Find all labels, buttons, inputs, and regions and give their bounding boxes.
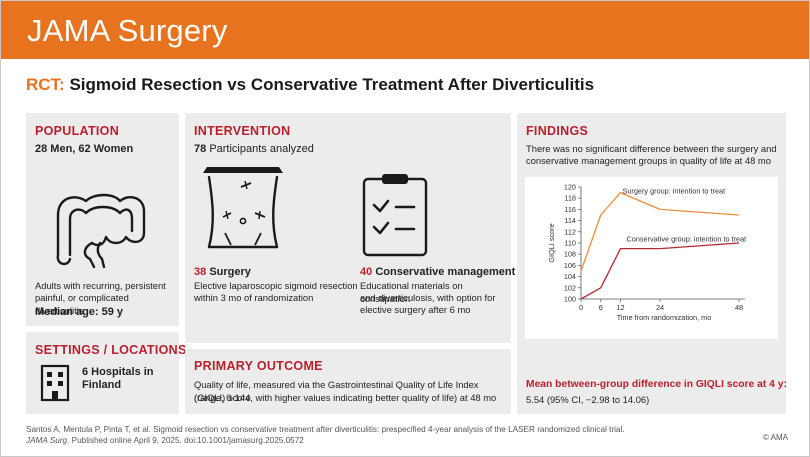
x-tick-label: 0 <box>579 303 583 312</box>
findings-heading: FINDINGS <box>526 124 589 138</box>
y-tick-label: 114 <box>564 216 576 225</box>
median-age: Median age: 59 y <box>35 306 124 318</box>
population-panel: POPULATION 28 Men, 62 Women Adults with … <box>26 113 179 326</box>
conservative-description-2: and diverticulosis, with option for <box>360 292 496 303</box>
y-tick-label: 110 <box>564 239 576 248</box>
y-tick-label: 116 <box>564 205 576 214</box>
x-tick-label: 24 <box>656 303 664 312</box>
citation-line-2: JAMA Surg. Published online April 9, 202… <box>26 435 625 446</box>
primary-outcome-heading: PRIMARY OUTCOME <box>194 359 323 373</box>
participants-analyzed: 78 Participants analyzed <box>194 143 314 156</box>
journal-name: JAMA Surgery <box>27 13 228 48</box>
y-tick-label: 108 <box>564 250 576 259</box>
x-tick-label: 48 <box>735 303 743 312</box>
hospital-building-icon <box>40 364 70 402</box>
title-text: Sigmoid Resection vs Conservative Treatm… <box>69 75 595 94</box>
surgery-description-2: within 3 mo of randomization <box>194 292 314 303</box>
colon-icon <box>56 193 146 269</box>
conservative-description-3: elective surgery after 6 mo <box>360 304 471 315</box>
primary-outcome-line-1: Quality of life, measured via the Gastro… <box>194 379 479 403</box>
abdomen-incision-icon <box>203 167 283 249</box>
findings-summary-1: There was no significant difference betw… <box>526 143 777 154</box>
y-tick-label: 104 <box>564 272 576 281</box>
population-description-2: painful, or complicated diverticulitis <box>35 292 129 316</box>
y-tick-label: 102 <box>564 283 576 292</box>
surgery-arm-heading: 38 Surgery <box>194 266 251 279</box>
conservative-count: 40 <box>360 266 373 278</box>
y-tick-label: 120 <box>564 183 576 192</box>
x-tick-label: 6 <box>599 303 603 312</box>
mean-difference-value: 5.54 (95% CI, −2.98 to 14.06) <box>526 394 650 405</box>
surgery-count: 38 <box>194 266 207 278</box>
population-description-1: Adults with recurring, persistent <box>35 280 166 291</box>
series-line-conservative <box>580 242 740 300</box>
citation-journal: JAMA Surg <box>26 436 68 445</box>
journal-header-bar: JAMA Surgery <box>1 1 809 59</box>
findings-summary-2: conservative management groups in qualit… <box>526 155 771 166</box>
series-label-surgery: Surgery group: intention to treat <box>623 187 726 196</box>
surgery-description-1: Elective laparoscopic sigmoid resection <box>194 280 358 291</box>
surgery-label: Surgery <box>209 266 251 278</box>
population-counts: 28 Men, 62 Women <box>35 143 134 155</box>
intervention-heading: INTERVENTION <box>194 124 291 138</box>
y-tick-label: 106 <box>564 261 576 270</box>
copyright: © AMA <box>762 433 788 442</box>
giqli-line-chart: 100 102 104 106 108 110 112 114 116 118 120 0 6 12 24 4… <box>525 177 778 339</box>
settings-heading: SETTINGS / LOCATIONS <box>35 343 187 357</box>
conservative-label: Conservative management <box>375 266 516 278</box>
hospitals-line-2: Finland <box>82 379 122 391</box>
y-tick-label: 118 <box>564 194 576 203</box>
citation-doi: . Published online April 9, 2025. doi:10… <box>67 436 304 445</box>
series-line-surgery <box>580 191 740 272</box>
y-axis-label: GIQLI score <box>547 223 556 262</box>
settings-panel: SETTINGS / LOCATIONS 6 Hospitals in Finl… <box>26 332 186 414</box>
conservative-arm-heading: 40 Conservative management <box>360 266 515 279</box>
intervention-panel: INTERVENTION 78 Participants analyzed 38… <box>185 113 515 343</box>
mean-difference-heading: Mean between-group difference in GIQLI s… <box>526 379 787 390</box>
clipboard-checklist-icon <box>362 174 428 257</box>
chart-background <box>525 177 778 339</box>
hospitals-line-1: 6 Hospitals in <box>82 366 154 378</box>
participants-number: 78 <box>194 143 207 155</box>
conservative-description-1: Educational materials on constipation <box>360 280 463 304</box>
citation: Santos A, Mentula P, Pinta T, et al. Sig… <box>26 424 625 446</box>
title-prefix: RCT: <box>26 75 65 94</box>
citation-line-1: Santos A, Mentula P, Pinta T, et al. Sig… <box>26 425 625 434</box>
y-tick-label: 112 <box>564 227 576 236</box>
findings-panel: FINDINGS There was no significant differ… <box>517 113 787 414</box>
series-label-conservative: Conservative group: intention to treat <box>627 235 747 244</box>
primary-outcome-line-2: (range, 0-144, with higher values indica… <box>194 392 497 403</box>
x-tick-label: 12 <box>616 303 624 312</box>
page-title: RCT: Sigmoid Resection vs Conservative T… <box>26 75 594 95</box>
y-tick-label: 100 <box>564 295 576 304</box>
participants-text: Participants analyzed <box>209 143 314 155</box>
population-heading: POPULATION <box>35 124 120 138</box>
primary-outcome-panel: PRIMARY OUTCOME Quality of life, measure… <box>185 349 511 414</box>
x-axis-label: Time from randomization, mo <box>617 313 712 322</box>
